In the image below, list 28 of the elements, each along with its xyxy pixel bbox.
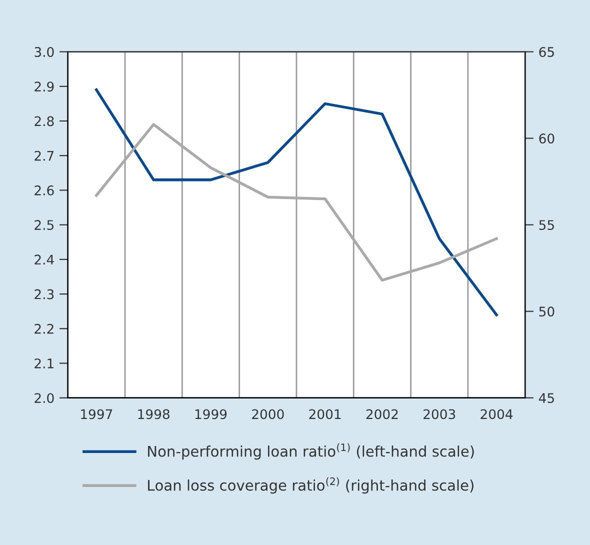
y-tick-label: 2.2	[34, 324, 54, 334]
y-tick-label: 2.0	[34, 393, 54, 404]
y2-tick-label: 60	[539, 134, 554, 144]
x-tick-label: 2001	[309, 409, 341, 420]
y2-tick-label: 65	[539, 46, 554, 57]
x-tick-label: 2002	[366, 409, 398, 420]
y2-tick-label: 55	[539, 220, 554, 230]
y-tick-label: 2.7	[34, 150, 54, 161]
y-tick-label: 2.8	[34, 116, 54, 126]
y-tick-label: 2.4	[34, 254, 54, 264]
y-tick-label: 3.0	[34, 46, 54, 57]
line-series	[95, 123, 498, 282]
x-tick-label: 1999	[195, 409, 227, 420]
legend-label: Non-performing loan ratio$^{(1)}$ (left-hand scale)	[148, 443, 474, 460]
x-tick-label: 1998	[138, 409, 170, 420]
y-tick-label: 2.9	[34, 82, 54, 92]
x-tick-label: 2003	[424, 409, 456, 420]
y2-tick-label: 50	[539, 306, 554, 317]
legend-label: Loan loss coverage ratio$^{(2)}$ (right-hand scale)	[148, 477, 474, 494]
y-tick-label: 2.5	[34, 220, 54, 230]
x-tick-label: 2004	[480, 409, 513, 420]
line-series	[95, 88, 498, 316]
x-tick-label: 2000	[252, 409, 284, 420]
y-tick-label: 2.3	[34, 289, 54, 300]
x-tick-label: 1997	[81, 409, 112, 420]
y-tick-label: 2.1	[34, 358, 54, 368]
y2-tick-label: 45	[538, 393, 554, 404]
y-tick-label: 2.6	[34, 185, 54, 196]
